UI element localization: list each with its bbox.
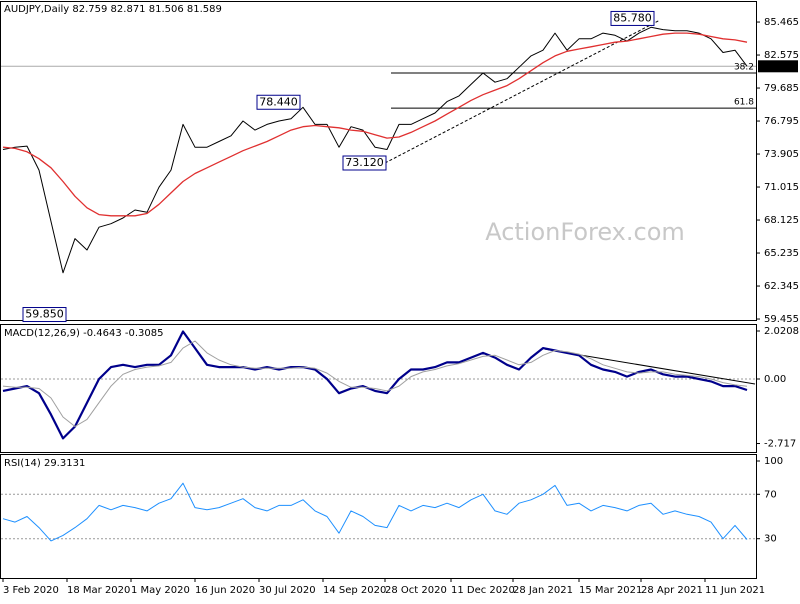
y-tick-label: 2.0208 <box>764 326 799 337</box>
y-tick-label: 79.685 <box>764 83 799 94</box>
y-tick-label: -2.717 <box>764 439 796 450</box>
annotation-label: 73.120 <box>345 156 384 169</box>
x-tick-label: 30 Jul 2020 <box>259 585 316 596</box>
trendline <box>384 19 661 164</box>
series-line <box>2 482 748 542</box>
y-tick-label: 59.455 <box>764 314 799 325</box>
y-tick-label: 71.015 <box>764 182 799 193</box>
annotation-box <box>256 94 301 110</box>
y-tick-label: 30 <box>764 534 777 545</box>
panel-label: RSI(14) 29.3131 <box>4 458 85 469</box>
y-tick-label: 76.795 <box>764 116 799 127</box>
x-tick-label: 11 Jun 2021 <box>705 585 765 596</box>
x-tick-label: 28 Jan 2021 <box>513 585 573 596</box>
fib-label: 61.8 <box>734 98 754 108</box>
fib-label: 38.2 <box>734 63 754 73</box>
annotation-box <box>610 10 655 26</box>
x-tick-label: 1 May 2020 <box>131 585 190 596</box>
series-line <box>2 330 748 440</box>
annotation-label: 59.850 <box>25 308 64 321</box>
series-line <box>2 340 748 427</box>
x-tick-label: 18 Mar 2020 <box>67 585 130 596</box>
annotation-box <box>22 307 67 323</box>
y-tick-label: 0.00 <box>764 374 786 385</box>
y-tick-label: 100 <box>764 456 783 467</box>
annotation-label: 85.780 <box>613 11 652 24</box>
header: AUDJPY,Daily 82.759 82.871 81.506 81.589 <box>4 4 222 15</box>
annotation-box <box>342 155 387 171</box>
x-tick-label: 28 Apr 2021 <box>641 585 703 596</box>
x-tick-label: 14 Sep 2020 <box>323 585 386 596</box>
y-tick-label: 65.235 <box>764 248 799 259</box>
y-tick-label: 85.465 <box>764 17 799 28</box>
panel-label: MACD(12,26,9) -0.4643 -0.3085 <box>4 328 164 339</box>
panel-frame <box>0 454 757 579</box>
y-tick-label: 62.345 <box>764 281 799 292</box>
x-tick-label: 28 Oct 2020 <box>385 585 447 596</box>
y-tick-label: 82.575 <box>764 50 799 61</box>
y-tick-label: 68.125 <box>764 215 799 226</box>
annotation-label: 78.440 <box>259 95 298 108</box>
current-price-label: 81.589 <box>761 61 796 72</box>
y-tick-label: 73.905 <box>764 149 799 160</box>
y-tick-label: 70 <box>764 489 777 500</box>
x-tick-label: 15 Mar 2021 <box>579 585 642 596</box>
current-price-box <box>758 60 798 73</box>
watermark: ActionForex.com <box>485 218 685 246</box>
series-line <box>2 32 748 217</box>
x-tick-label: 3 Feb 2020 <box>3 585 59 596</box>
panel-frame <box>0 1 757 321</box>
x-tick-label: 16 Jun 2020 <box>195 585 255 596</box>
panel-frame <box>0 324 757 453</box>
x-tick-label: 11 Dec 2020 <box>451 585 515 596</box>
